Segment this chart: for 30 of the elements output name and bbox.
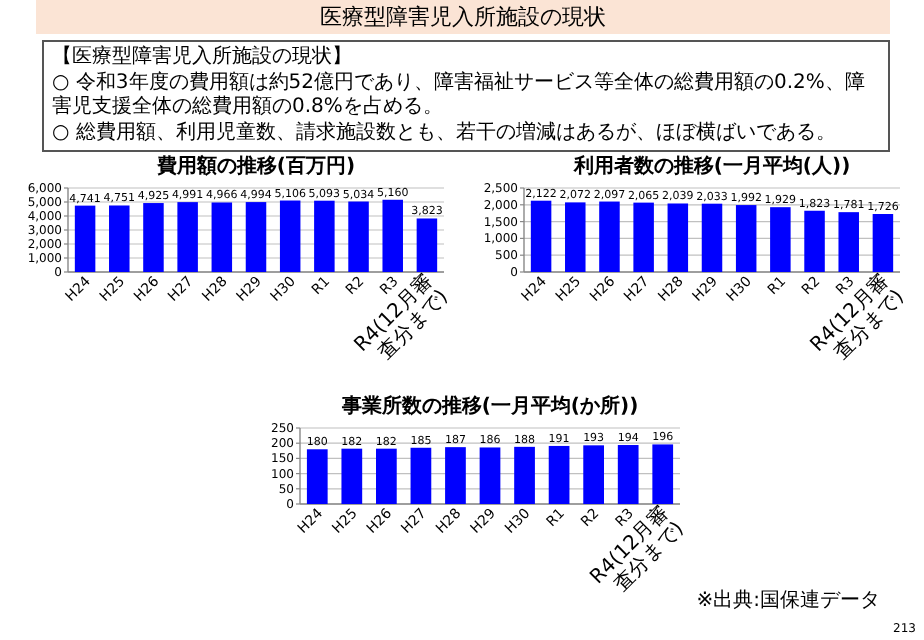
chart-title: 費用額の推移(百万円) (154, 154, 356, 178)
bar (143, 203, 164, 272)
bar (735, 205, 757, 272)
bar (804, 210, 825, 272)
bar (599, 201, 620, 272)
bar (701, 203, 723, 272)
text: ○ 令和3年度の費用額は約52億円であり、障害福祉サービス等全体の総費用額の0.2%、障害児支援全体の総費用額の0.8%を占める。 (52, 71, 867, 121)
bar (279, 200, 301, 272)
bar (74, 205, 96, 272)
bar (382, 199, 403, 272)
bar (770, 207, 791, 272)
text: 医療型障害児入所施設の現状 (36, 0, 890, 34)
chart-title: 事業所数の推移(一月平均(か所)) (339, 394, 639, 418)
bar (211, 202, 233, 272)
bar (416, 218, 438, 272)
bar (667, 203, 689, 272)
bar (348, 201, 369, 272)
bar (530, 200, 552, 272)
bar (109, 205, 130, 272)
bar (245, 202, 267, 272)
bar (838, 212, 859, 272)
bar (872, 214, 894, 272)
text: ○ 総費用額、利用児童数、請求施設数とも、若干の増減はあるが、ほぼ横ばいである。 (52, 121, 838, 146)
bar (633, 202, 654, 272)
text: 【医療型障害児入所施設の現状】 (52, 46, 354, 71)
bar (177, 202, 198, 272)
text: ※出典:国保連データ (696, 588, 880, 612)
bar (314, 200, 335, 272)
bar (565, 202, 586, 272)
chart-title: 利用者数の推移(一月平均(人)) (571, 154, 851, 178)
